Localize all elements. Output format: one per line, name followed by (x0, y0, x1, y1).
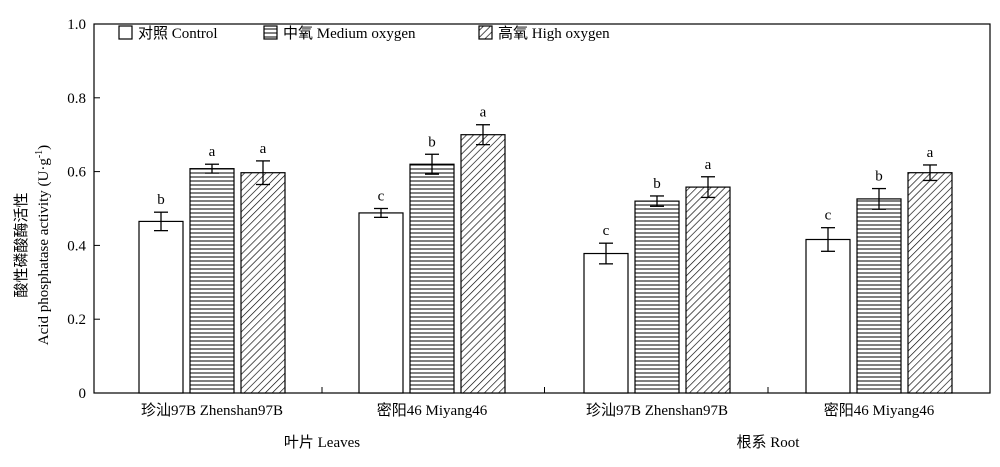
y-tick-label: 0.8 (67, 91, 86, 107)
bar (685, 186, 731, 394)
significance-letter: a (927, 145, 934, 161)
y-tick-label: 0.6 (67, 165, 86, 181)
bar (358, 212, 404, 394)
plot-area: 0 0.2 0.4 0.6 0.8 1.0 珍汕97B Zhenshan97B 密阳46 Mi… (67, 17, 991, 451)
plot-frame (93, 23, 991, 394)
significance-letter: b (428, 134, 436, 150)
y-tick-label: 0.2 (67, 312, 86, 328)
y-axis-title: 酸性磷酸酶活性 Acid phosphatase activity (U·g-1… (13, 145, 52, 345)
y-tick-label: 0 (79, 386, 87, 402)
y-axis-title-cn: 酸性磷酸酶活性 (13, 192, 30, 297)
y-tick-label: 0.4 (67, 238, 86, 254)
group-label: 根系 Root (737, 434, 801, 451)
legend-label: 中氧 Medium oxygen (283, 25, 416, 42)
legend-swatch (263, 25, 278, 40)
significance-letter: b (157, 192, 165, 208)
significance-letter: c (825, 208, 832, 224)
bar (460, 134, 506, 394)
significance-letter: a (480, 105, 487, 121)
significance-letter: a (209, 144, 216, 160)
x-tick-label: 珍汕97B Zhenshan97B (141, 402, 283, 419)
x-tick-label: 密阳46 Miyang46 (377, 402, 488, 419)
bar (189, 168, 235, 394)
bar (409, 163, 455, 394)
significance-letter: a (260, 141, 267, 157)
group-label: 叶片 Leaves (284, 434, 360, 451)
significance-letter: b (653, 176, 661, 192)
significance-letter: c (603, 223, 610, 239)
bar (138, 220, 184, 394)
bar (805, 238, 851, 394)
bar (583, 252, 629, 394)
significance-letter: b (875, 169, 883, 185)
bar (634, 200, 680, 394)
bar (240, 172, 286, 394)
legend-swatch (118, 25, 133, 40)
x-tick-label: 密阳46 Miyang46 (824, 402, 935, 419)
x-tick-label: 珍汕97B Zhenshan97B (586, 402, 728, 419)
bar (907, 172, 953, 394)
bar (856, 198, 902, 394)
y-tick-label: 1.0 (67, 17, 86, 33)
significance-letter: a (705, 157, 712, 173)
legend-label: 高氧 High oxygen (498, 25, 610, 42)
legend-label: 对照 Control (138, 25, 218, 42)
legend-swatch (478, 25, 493, 40)
legend: 对照 Control 中氧 Medium oxygen 高氧 High oxygen (118, 25, 610, 42)
y-axis-title-en: Acid phosphatase activity (U·g-1) (34, 145, 52, 345)
significance-letter: c (378, 189, 385, 205)
